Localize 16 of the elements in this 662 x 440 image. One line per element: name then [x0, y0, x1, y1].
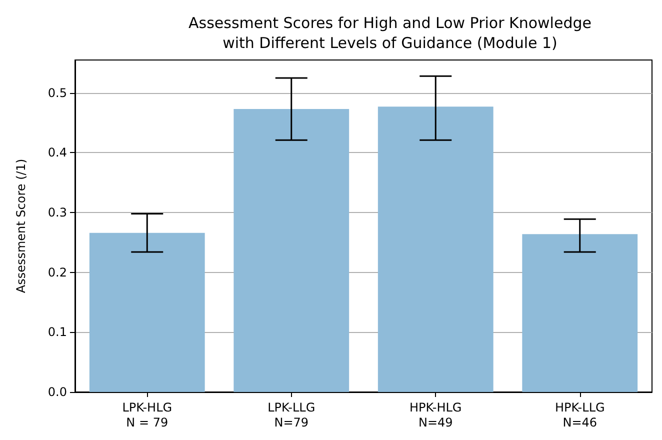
x-tick-label: HPK-HLG N=49 [410, 400, 462, 430]
bar [89, 232, 205, 392]
x-tick-label: HPK-LLG N=46 [554, 400, 605, 430]
y-tick-label: 0.3 [48, 206, 67, 220]
x-tick-label: LPK-HLG N = 79 [122, 400, 172, 430]
chart-title: Assessment Scores for High and Low Prior Knowledge with Different Levels of Guidance (Module 1) [188, 14, 592, 52]
bar [522, 234, 638, 392]
y-axis-title: Assessment Score (/1) [14, 158, 28, 294]
y-tick-label: 0.5 [48, 86, 67, 100]
y-tick-label: 0.2 [48, 265, 67, 280]
x-tick-label: LPK-LLG N=79 [268, 400, 316, 430]
y-tick-label: 0.0 [48, 385, 67, 399]
bar [234, 109, 350, 392]
y-tick-label: 0.1 [48, 325, 67, 340]
y-tick-label: 0.4 [48, 146, 67, 160]
bar [378, 106, 494, 392]
